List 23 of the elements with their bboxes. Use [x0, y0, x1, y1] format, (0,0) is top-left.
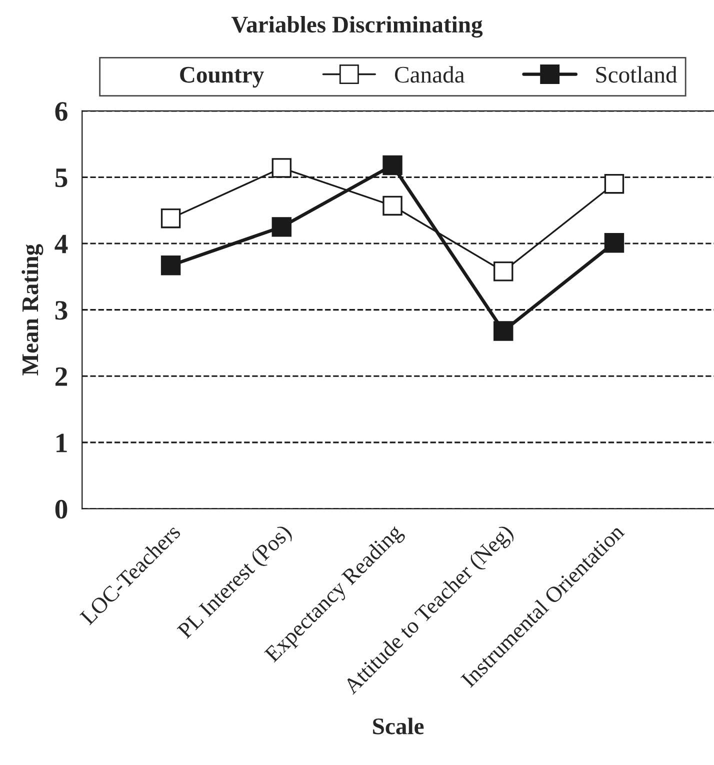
y-tick-label: 6 [55, 102, 68, 121]
y-tick-label: 2 [56, 367, 68, 386]
y-tick-label: 3 [55, 301, 68, 320]
chart-title: Variables Discriminating [231, 16, 483, 38]
point [604, 233, 624, 253]
point [272, 158, 292, 178]
y-tick-label: 5 [55, 168, 68, 188]
point [382, 155, 402, 176]
point [494, 321, 514, 341]
point [604, 174, 624, 194]
point [272, 217, 292, 237]
y-tick-label: 1 [56, 434, 67, 452]
legend-title: Country [180, 66, 264, 88]
x-axis-title: Scale [373, 718, 424, 734]
point [160, 256, 181, 276]
y-axis-title: Mean Rating [22, 244, 44, 376]
point [160, 208, 181, 228]
point [494, 262, 514, 282]
y-tick-label: 4 [54, 234, 68, 254]
point [382, 196, 402, 216]
y-tick-label: 0 [55, 500, 68, 519]
legend-label: Canada [395, 66, 465, 83]
legend-label: Scotland [596, 66, 678, 83]
